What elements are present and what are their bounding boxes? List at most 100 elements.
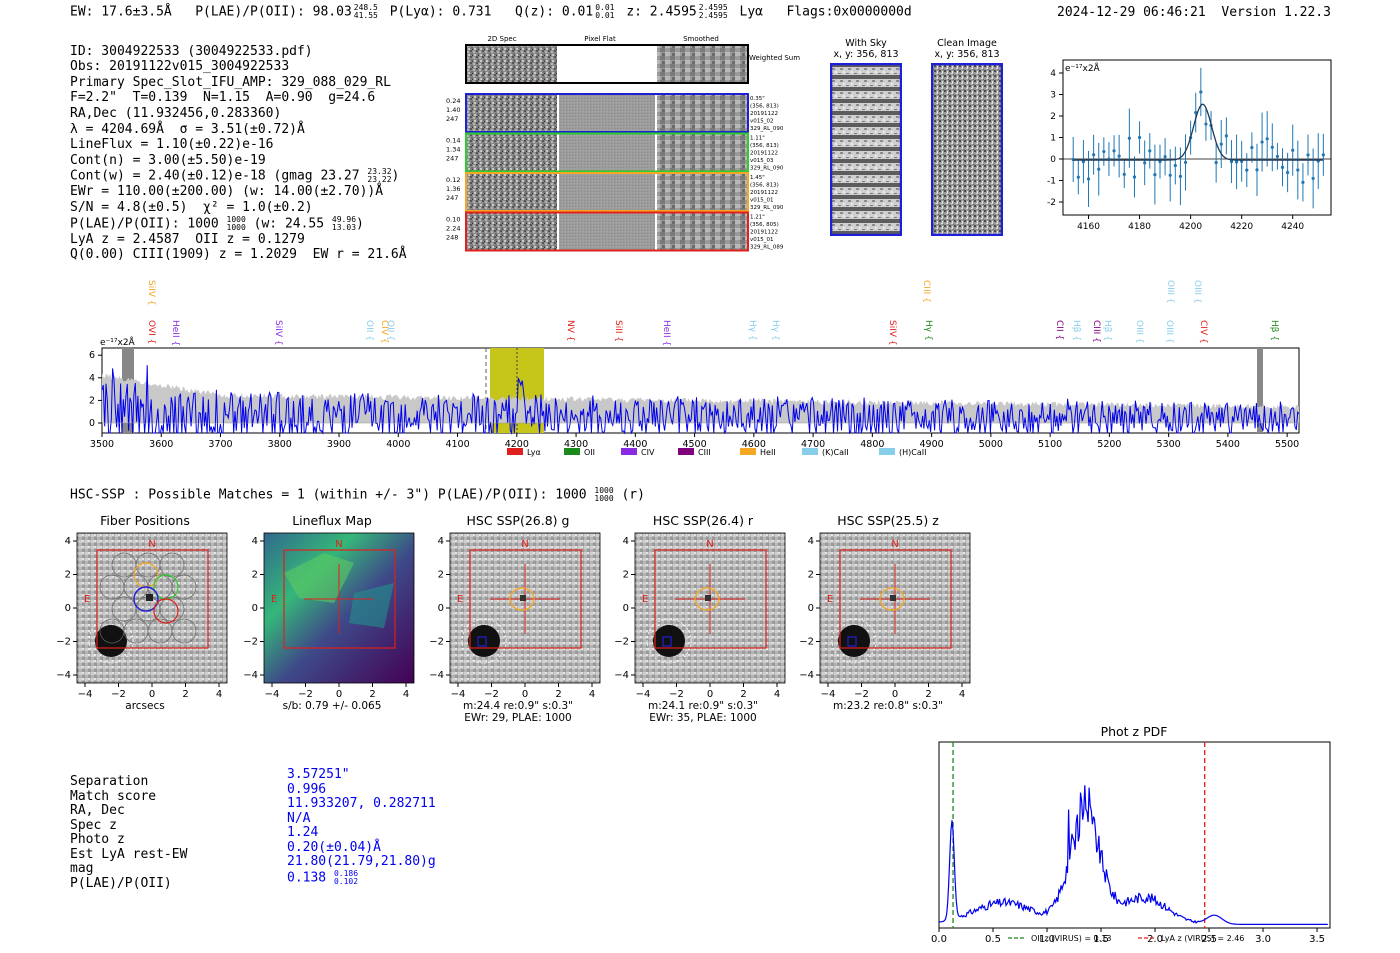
header-qz-sup: 0.01 [595,3,615,12]
spectral-line-text: CII { [1054,320,1064,340]
legend-swatch [879,448,895,455]
legend-label: Lyα [527,448,541,457]
bright-source [468,625,500,657]
panel-xtick: 2 [740,689,746,700]
info-contw-text: Cont(w) = 2.40(±0.12)e-18 (gmag 23.27 [70,168,360,184]
panel-xtick: −4 [821,689,836,700]
header-version: Version 1.22.3 [1221,5,1331,20]
panel-xtick: 2 [555,689,561,700]
panel-xtick: −4 [451,689,466,700]
panel-xtick: −2 [484,689,499,700]
cutout-left-label: 0.10 [446,216,460,224]
info-contw: Cont(w) = 2.40(±0.12)e-18 (gmag 23.27 23… [70,168,407,184]
sep-value: 0.996 [287,781,327,797]
detection-info: ID: 3004922533 (3004922533.pdf) Obs: 2019… [70,28,407,279]
info-plae-sup: 1000 [226,214,246,224]
spectrum-xtick: 3500 [90,439,114,450]
spectral-line-text: Hγ { [770,320,780,341]
spectral-line-label: Hβ { [1071,320,1081,341]
spectral-line-label: OII { [364,320,374,341]
header-summary: EW: 17.6±3.5Å P(LAE)/P(OII): 98.03 248.5 4… [70,4,912,20]
zoom-spectrum-plot: e⁻¹⁷x2Å 4 3 2 1 0 -1 -2 4160 4180 4200 4220 4240 [1047,59,1332,232]
fiber-circle [99,618,125,644]
panel-ytick: 2 [623,570,629,581]
panel-title: Fiber Positions [100,513,190,528]
zoom-xaxis: 4160 4180 4200 4220 4240 [1077,215,1304,232]
spectrum-xtick: 4200 [505,439,529,450]
clean-title: Clean Image x, y: 356, 813 [925,38,1009,60]
panel-title: HSC SSP(25.5) z [837,513,939,528]
panel-ytick: −2 [243,637,258,648]
panel-xtick: 0 [892,689,898,700]
spectral-line-label: OII { [385,320,395,341]
spectral-line-text: CIII { [921,280,931,303]
bright-source [838,625,870,657]
spectral-line-text: HeII { [170,320,180,346]
weighted-sum-label: Weighted Sum [749,54,800,62]
sep-key: Spec z [70,817,117,833]
cutout-right-label: 329_RL_090 [750,205,784,211]
spectrum-xtick: 4000 [386,439,410,450]
info-radec: RA,Dec (11.932456,0.283360) [70,105,282,121]
info-plae: P(LAE)/P(OII): 1000 1000 1000 (w: 24.55 4… [70,214,407,232]
photz-xtick: 1.5 [1093,934,1109,945]
aperture-box [283,549,396,649]
panel-xtick: −4 [78,689,93,700]
info-plae-w-sup: 49.96 [331,214,357,224]
spectral-line-label: CII { [1054,320,1064,340]
info-lyaz: LyA z = 2.4587 OII z = 0.1279 [70,231,305,247]
aperture-box [469,549,582,649]
east-label: E [271,594,277,605]
spectral-line-text: SiIV { [887,320,897,346]
info-lambda: λ = 4204.69Å σ = 3.51(±0.72)Å [70,121,305,137]
bright-source [653,625,685,657]
sep-key: Match score [70,788,157,804]
panel-title: HSC SSP(26.8) g [467,513,570,528]
info-plae-w-sub: 13.03 [331,222,357,232]
panel-xtick: −4 [636,689,651,700]
header-plae-sup: 248.5 [353,3,378,12]
separation-values: 3.57251" 0.996 11.933207, 0.282711 N/A 1… [287,767,436,886]
spectral-line-label: OIII { [1134,320,1144,344]
cutout-right-label: 20191122 [750,230,778,236]
spectral-line-label: Hβ { [1269,320,1279,341]
panel-ytick: 2 [65,570,71,581]
cutout-right-label: (356, 813) [750,104,779,110]
sep-value: 11.933207, 0.282711 [287,796,436,811]
panel-ytick: 2 [808,570,814,581]
spectrum-xtick: 3900 [327,439,351,450]
sep-value-plae: 0.138 0.186 0.102 [287,869,436,886]
photz-xtick: 2.0 [1147,934,1163,945]
panel-ytick: 0 [252,603,258,614]
panel-ytick: −4 [799,670,814,681]
fiber-circle [171,618,197,644]
spectral-line-label: Hγ { [923,320,933,341]
panel-ytick: −4 [243,670,258,681]
panel-ytick: −2 [429,637,444,648]
zoom-ytick: 3 [1050,91,1056,101]
spectrum-xtick: 3800 [268,439,292,450]
aperture-box [96,549,209,649]
aperture-box [839,549,952,649]
cutout-right-label: v015_02 [750,119,774,125]
legend-swatch [740,448,756,455]
legend-label: CIV [641,448,655,457]
spectral-line-text: OIII { [1164,320,1174,344]
cutout-right-label: 0.35" [750,96,765,102]
spectral-line-label: CIII { [921,280,931,303]
panel-ytick: −2 [799,637,814,648]
panel-xtick: 4 [403,689,409,700]
north-label: N [521,539,528,550]
legend-swatch [564,448,580,455]
panel-ytick: −4 [429,670,444,681]
spectrum-ytick: 2 [89,395,95,406]
sep-value: 0.20(±0.04)Å [287,839,381,855]
cutout-right-label: v015_01 [750,198,774,204]
sep-key: Est LyA rest-EW [70,846,188,862]
detection-aperture [879,587,905,611]
cutout-left-label: 0.14 [446,137,460,145]
spectrum-scale-label: e⁻¹⁷x2Å [100,336,136,348]
panel-xtick: 0 [522,689,528,700]
cutout-left-label: 247 [446,155,458,163]
